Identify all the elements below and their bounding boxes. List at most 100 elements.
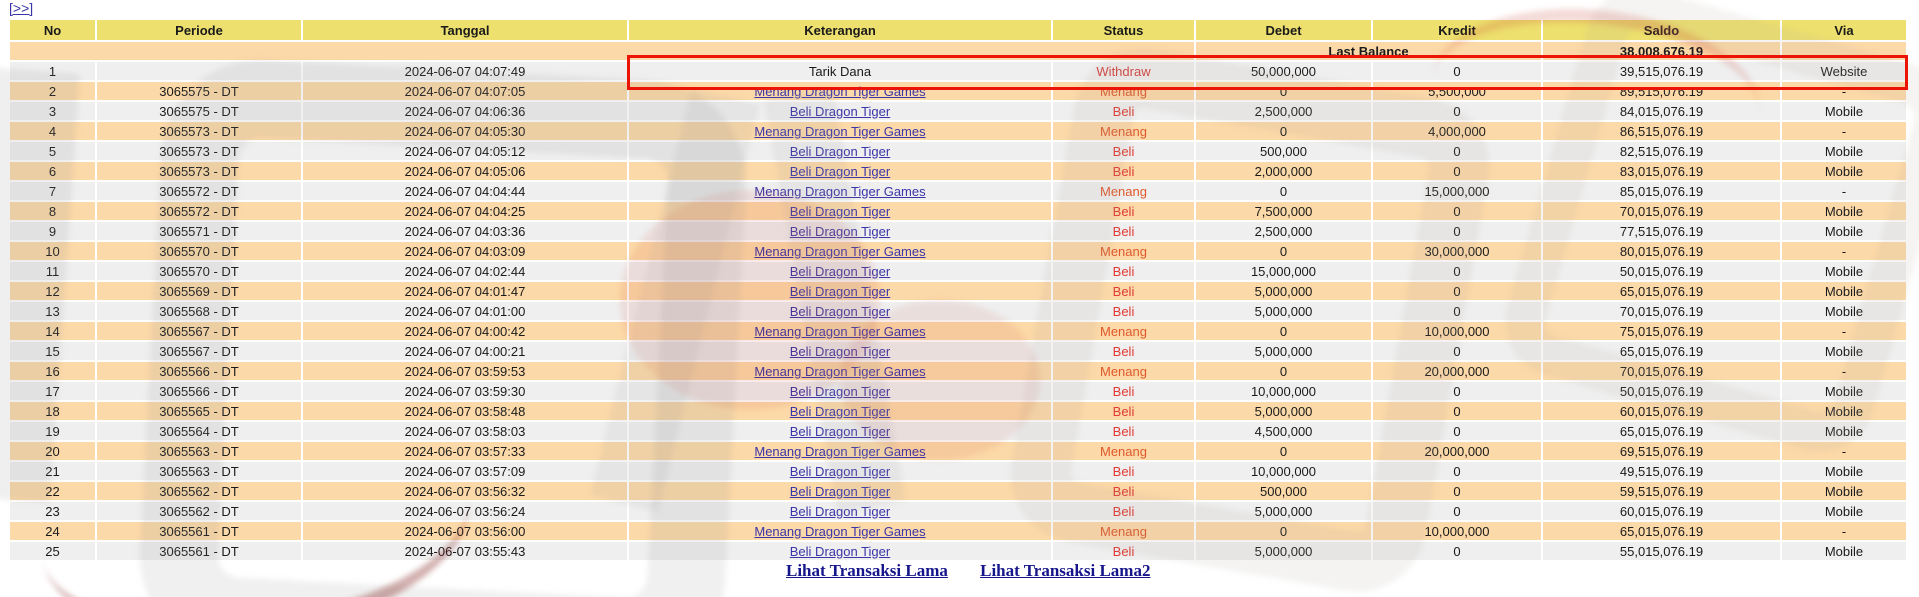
cell-debet: 0 (1196, 522, 1371, 540)
cell-saldo: 70,015,076.19 (1543, 202, 1780, 220)
status-text: Beli (1112, 403, 1135, 419)
cell-via: Website (1782, 62, 1906, 80)
cell-periode: 3065572 - DT (97, 182, 301, 200)
keterangan-link[interactable]: Menang Dragon Tiger Games (754, 363, 926, 379)
status-text: Beli (1112, 483, 1135, 499)
cell-no: 11 (10, 262, 95, 280)
cell-no: 13 (10, 302, 95, 320)
keterangan-link[interactable]: Beli Dragon Tiger (789, 283, 891, 299)
cell-saldo: 65,015,076.19 (1543, 342, 1780, 360)
keterangan-link[interactable]: Menang Dragon Tiger Games (754, 243, 926, 259)
keterangan-link[interactable]: Beli Dragon Tiger (789, 223, 891, 239)
keterangan-link[interactable]: Menang Dragon Tiger Games (754, 323, 926, 339)
cell-keterangan: Tarik Dana (629, 62, 1051, 80)
last-balance-saldo[interactable]: 38,008,676.19 (1543, 42, 1780, 60)
cell-kredit: 0 (1373, 342, 1541, 360)
cell-tanggal: 2024-06-07 04:00:42 (303, 322, 627, 340)
cell-keterangan: Beli Dragon Tiger (629, 342, 1051, 360)
keterangan-link[interactable]: Beli Dragon Tiger (789, 163, 891, 179)
cell-no: 18 (10, 402, 95, 420)
cell-via: - (1782, 442, 1906, 460)
table-row: 18 3065565 - DT 2024-06-07 03:58:48 Beli… (10, 402, 1906, 420)
cell-saldo: 85,015,076.19 (1543, 182, 1780, 200)
cell-status: Menang (1053, 522, 1194, 540)
cell-via: Mobile (1782, 282, 1906, 300)
keterangan-link[interactable]: Menang Dragon Tiger Games (754, 443, 926, 459)
keterangan-link[interactable]: Beli Dragon Tiger (789, 483, 891, 499)
table-row: 4 3065573 - DT 2024-06-07 04:05:30 Menan… (10, 122, 1906, 140)
last-balance-via-spacer (1782, 42, 1906, 60)
keterangan-link[interactable]: Beli Dragon Tiger (789, 303, 891, 319)
cell-debet: 4,500,000 (1196, 422, 1371, 440)
cell-status: Beli (1053, 202, 1194, 220)
keterangan-link[interactable]: Beli Dragon Tiger (789, 143, 891, 159)
keterangan-link[interactable]: Beli Dragon Tiger (789, 103, 891, 119)
cell-debet: 500,000 (1196, 142, 1371, 160)
cell-tanggal: 2024-06-07 04:01:00 (303, 302, 627, 320)
cell-via: Mobile (1782, 162, 1906, 180)
cell-status: Withdraw (1053, 62, 1194, 80)
keterangan-link[interactable]: Menang Dragon Tiger Games (754, 123, 926, 139)
keterangan-link[interactable]: Beli Dragon Tiger (789, 343, 891, 359)
cell-no: 9 (10, 222, 95, 240)
cell-kredit: 0 (1373, 162, 1541, 180)
cell-tanggal: 2024-06-07 03:57:09 (303, 462, 627, 480)
cell-no: 4 (10, 122, 95, 140)
column-header-via: Via (1782, 20, 1906, 40)
keterangan-link[interactable]: Beli Dragon Tiger (789, 543, 891, 559)
keterangan-link[interactable]: Beli Dragon Tiger (789, 383, 891, 399)
keterangan-link[interactable]: Beli Dragon Tiger (789, 263, 891, 279)
keterangan-link[interactable]: Beli Dragon Tiger (789, 423, 891, 439)
column-header-debet: Debet (1196, 20, 1371, 40)
cell-debet: 10,000,000 (1196, 462, 1371, 480)
table-row: 20 3065563 - DT 2024-06-07 03:57:33 Mena… (10, 442, 1906, 460)
cell-tanggal: 2024-06-07 03:55:43 (303, 542, 627, 560)
cell-tanggal: 2024-06-07 04:02:44 (303, 262, 627, 280)
cell-debet: 50,000,000 (1196, 62, 1371, 80)
keterangan-link[interactable]: Beli Dragon Tiger (789, 203, 891, 219)
cell-saldo: 50,015,076.19 (1543, 382, 1780, 400)
cell-keterangan: Menang Dragon Tiger Games (629, 322, 1051, 340)
keterangan-link[interactable]: Menang Dragon Tiger Games (754, 83, 926, 99)
lihat-transaksi-lama-link[interactable]: Lihat Transaksi Lama (786, 561, 948, 580)
cell-kredit: 0 (1373, 102, 1541, 120)
cell-no: 3 (10, 102, 95, 120)
cell-kredit: 0 (1373, 202, 1541, 220)
keterangan-link[interactable]: Menang Dragon Tiger Games (754, 523, 926, 539)
cell-tanggal: 2024-06-07 04:01:47 (303, 282, 627, 300)
lihat-transaksi-lama2-link[interactable]: Lihat Transaksi Lama2 (980, 561, 1151, 580)
keterangan-link[interactable]: Beli Dragon Tiger (789, 463, 891, 479)
cell-status: Beli (1053, 262, 1194, 280)
cell-no: 12 (10, 282, 95, 300)
cell-kredit: 0 (1373, 62, 1541, 80)
cell-no: 14 (10, 322, 95, 340)
cell-keterangan: Beli Dragon Tiger (629, 202, 1051, 220)
cell-kredit: 30,000,000 (1373, 242, 1541, 260)
status-text: Beli (1112, 303, 1135, 319)
status-text: Menang (1100, 323, 1147, 339)
keterangan-link[interactable]: Beli Dragon Tiger (789, 403, 891, 419)
cell-via: Mobile (1782, 102, 1906, 120)
cell-saldo: 49,515,076.19 (1543, 462, 1780, 480)
table-row: 1 2024-06-07 04:07:49 Tarik Dana Withdra… (10, 62, 1906, 80)
cell-via: Mobile (1782, 542, 1906, 560)
cell-status: Menang (1053, 362, 1194, 380)
cell-no: 5 (10, 142, 95, 160)
cell-debet: 10,000,000 (1196, 382, 1371, 400)
cell-status: Beli (1053, 402, 1194, 420)
cell-kredit: 10,000,000 (1373, 522, 1541, 540)
cell-status: Menang (1053, 242, 1194, 260)
cell-via: Mobile (1782, 502, 1906, 520)
table-row: 5 3065573 - DT 2024-06-07 04:05:12 Beli … (10, 142, 1906, 160)
cell-status: Beli (1053, 542, 1194, 560)
keterangan-link[interactable]: Menang Dragon Tiger Games (754, 183, 926, 199)
cell-via: Mobile (1782, 342, 1906, 360)
next-page-link[interactable]: [>>] (9, 0, 34, 16)
cell-no: 2 (10, 82, 95, 100)
cell-kredit: 0 (1373, 142, 1541, 160)
cell-keterangan: Beli Dragon Tiger (629, 542, 1051, 560)
keterangan-link[interactable]: Beli Dragon Tiger (789, 503, 891, 519)
cell-keterangan: Beli Dragon Tiger (629, 102, 1051, 120)
cell-debet: 0 (1196, 322, 1371, 340)
column-header-status: Status (1053, 20, 1194, 40)
